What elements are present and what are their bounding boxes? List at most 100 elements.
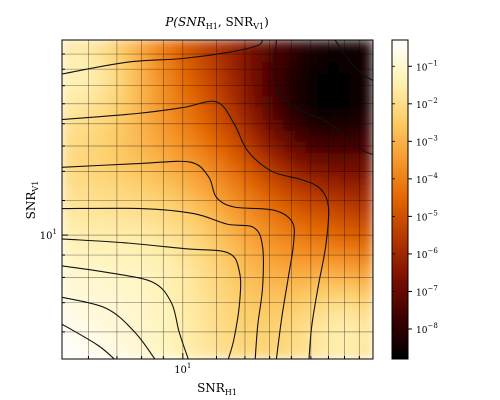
heatmap-cell <box>350 40 363 52</box>
x-axis-label-sub: H1 <box>225 388 237 397</box>
heatmap-cell <box>272 221 285 235</box>
heatmap-cell <box>250 210 263 223</box>
heatmap-cell <box>294 244 307 257</box>
heatmap-cell <box>228 278 241 292</box>
heatmap-cell <box>161 335 174 349</box>
heatmap-cell <box>150 278 163 292</box>
heatmap-cell <box>261 153 274 166</box>
heatmap-cell <box>105 85 119 98</box>
heatmap-cell <box>83 312 96 326</box>
heatmap-cell <box>217 187 230 200</box>
contour-lines <box>62 40 373 359</box>
heatmap-cell <box>217 312 230 326</box>
colorbar-tick-base: 10 <box>416 138 428 148</box>
heatmap-cell <box>62 50 74 64</box>
heatmap-cell <box>161 96 174 109</box>
heatmap-cell <box>294 85 307 98</box>
heatmap-cell <box>294 347 307 359</box>
heatmap-cell <box>105 107 119 121</box>
heatmap-cell <box>161 107 174 121</box>
heatmap-cell <box>305 164 318 178</box>
heatmap-cell <box>239 85 252 98</box>
heatmap-cell <box>239 62 252 75</box>
heatmap-cell <box>183 221 196 235</box>
heatmap-cell <box>217 324 230 337</box>
heatmap-cell <box>361 107 373 121</box>
heatmap-cell <box>62 130 74 144</box>
heatmap-cell <box>105 96 119 109</box>
heatmap-cell <box>83 107 96 121</box>
heatmap-cell <box>316 176 330 189</box>
heatmap-cell <box>316 267 330 280</box>
heatmap-cell <box>161 347 174 359</box>
heatmap-cell <box>261 301 274 314</box>
heatmap-cell <box>83 187 96 200</box>
heatmap-cell <box>139 255 152 269</box>
heatmap-cell <box>105 119 119 132</box>
heatmap-cell <box>94 50 107 64</box>
heatmap-cell <box>272 50 285 64</box>
heatmap-cell <box>239 130 252 144</box>
heatmap-cell <box>94 62 107 75</box>
heatmap-cell <box>83 40 96 52</box>
heatmap-cell <box>194 176 207 189</box>
heatmap-cell <box>117 62 130 75</box>
heatmap-cell <box>228 324 241 337</box>
heatmap-cell <box>339 164 352 178</box>
heatmap-cell <box>194 278 207 292</box>
contour-line-4 <box>62 207 264 359</box>
heatmap-cell <box>239 312 252 326</box>
heatmap-cell <box>128 119 141 132</box>
heatmap-cell <box>305 73 318 87</box>
heatmap-cell <box>172 176 185 189</box>
heatmap-cell <box>94 107 107 121</box>
heatmap-cell <box>217 233 230 246</box>
heatmap-cell <box>239 164 252 178</box>
heatmap-cell <box>72 187 85 200</box>
heatmap-cell <box>83 233 96 246</box>
heatmap-cell <box>272 164 285 178</box>
heatmap-cell <box>105 130 119 144</box>
heatmap-cell <box>128 324 141 337</box>
heatmap-cell <box>150 233 163 246</box>
heatmap-cell <box>361 96 373 109</box>
heatmap-cell <box>239 324 252 337</box>
heatmap-cell <box>361 119 373 132</box>
colorbar-tick-label: 10−6 <box>416 247 438 261</box>
heatmap-cell <box>339 153 352 166</box>
heatmap-cell <box>294 187 307 200</box>
heatmap-cell <box>261 210 274 223</box>
heatmap-cell <box>361 187 373 200</box>
heatmap-cell <box>94 130 107 144</box>
heatmap-cell <box>361 267 373 280</box>
heatmap-cell <box>172 107 185 121</box>
heatmap-cell <box>161 233 174 246</box>
heatmap-cell <box>316 324 330 337</box>
heatmap-cell <box>139 176 152 189</box>
heatmap-cell <box>294 176 307 189</box>
heatmap-cell <box>139 290 152 303</box>
heatmap-cell <box>150 187 163 200</box>
heatmap-cell <box>305 142 318 155</box>
heatmap-cell <box>261 142 274 155</box>
heatmap-cell <box>128 40 141 52</box>
heatmap-cell <box>139 119 152 132</box>
heatmap-cell <box>228 221 241 235</box>
heatmap-cell <box>105 244 119 257</box>
contour-line-2 <box>62 265 189 359</box>
heatmap-cell <box>183 164 196 178</box>
heatmap-cell <box>250 130 263 144</box>
heatmap-cell <box>228 335 241 349</box>
heatmap-cell <box>150 290 163 303</box>
heatmap-cell <box>283 347 296 359</box>
heatmap-cell <box>261 187 274 200</box>
heatmap-cell <box>105 255 119 269</box>
heatmap-cell <box>94 335 107 349</box>
heatmap-cell <box>62 199 74 212</box>
heatmap-cell <box>161 210 174 223</box>
heatmap-cell <box>183 73 196 87</box>
heatmap-cell <box>94 73 107 87</box>
heatmap-cell <box>161 153 174 166</box>
heatmap-cell <box>250 255 263 269</box>
heatmap-cell <box>272 96 285 109</box>
